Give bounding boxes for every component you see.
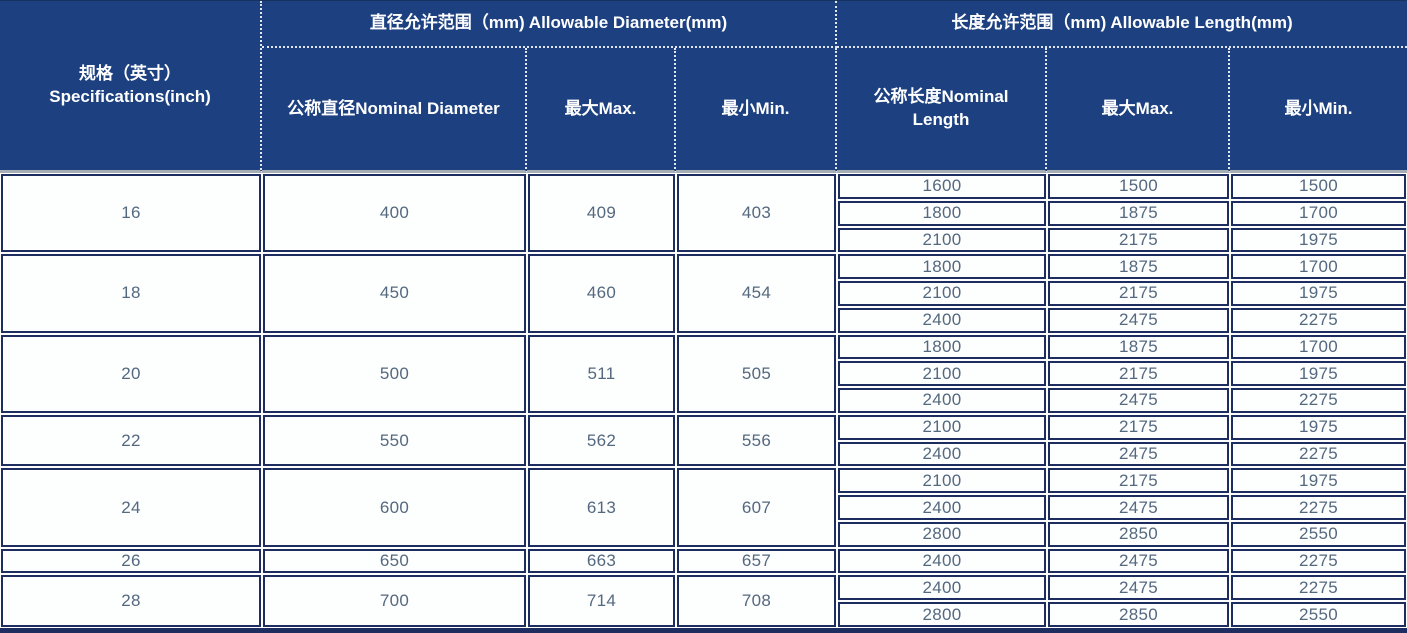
length-min-cell: 2550 [1231, 602, 1406, 627]
length-max-cell: 1500 [1048, 174, 1229, 199]
length-min-cell: 2275 [1231, 495, 1406, 520]
length-max-cell: 2475 [1048, 495, 1229, 520]
nominal-length-cell: 2800 [838, 521, 1046, 547]
length-max-cell: 2475 [1048, 307, 1229, 333]
length-max-cell: 2175 [1048, 361, 1229, 387]
length-max-cell: 2475 [1048, 441, 1229, 467]
nominal-diameter-cell: 650 [263, 548, 526, 574]
spec-inch-cell: 26 [1, 548, 261, 574]
header-diameter-min: 最小Min. [676, 48, 837, 173]
diameter-min-cell: 657 [677, 548, 836, 574]
spec-inch-cell: 16 [1, 174, 261, 253]
length-min-cell: 1700 [1231, 200, 1406, 226]
length-min-cell: 1975 [1231, 281, 1406, 306]
length-max-cell: 1875 [1048, 334, 1229, 360]
length-min-cell: 2275 [1231, 441, 1406, 467]
length-min-cell: 2275 [1231, 575, 1406, 601]
header-diameter-max: 最大Max. [527, 48, 676, 173]
nominal-diameter-cell: 700 [263, 575, 526, 627]
diameter-max-cell: 460 [528, 254, 675, 333]
diameter-max-cell: 409 [528, 174, 675, 253]
nominal-length-cell: 1800 [838, 200, 1046, 226]
length-max-cell: 2175 [1048, 281, 1229, 306]
diameter-max-cell: 663 [528, 548, 675, 574]
header-specifications-zh: 规格（英寸） [79, 63, 181, 83]
diameter-min-cell: 505 [677, 334, 836, 413]
header-nominal-length: 公称长度Nominal Length [837, 48, 1047, 173]
nominal-diameter-cell: 600 [263, 468, 526, 547]
nominal-length-cell: 2400 [838, 575, 1046, 601]
header-group-allowable-length: 长度允许范围（mm) Allowable Length(mm) [837, 1, 1407, 48]
diameter-max-cell: 562 [528, 414, 675, 467]
nominal-diameter-cell: 500 [263, 334, 526, 413]
length-min-cell: 2275 [1231, 388, 1406, 413]
header-group-allowable-diameter: 直径允许范围（mm) Allowable Diameter(mm) [262, 1, 837, 48]
length-max-cell: 2475 [1048, 575, 1229, 601]
length-min-cell: 1975 [1231, 361, 1406, 387]
nominal-length-cell: 2100 [838, 281, 1046, 306]
length-min-cell: 2275 [1231, 548, 1406, 574]
length-min-cell: 2275 [1231, 307, 1406, 333]
nominal-diameter-cell: 550 [263, 414, 526, 467]
spec-inch-cell: 18 [1, 254, 261, 333]
diameter-min-cell: 556 [677, 414, 836, 467]
length-max-cell: 2175 [1048, 414, 1229, 440]
diameter-max-cell: 613 [528, 468, 675, 547]
header-nominal-diameter: 公称直径Nominal Diameter [262, 48, 527, 173]
spec-inch-cell: 28 [1, 575, 261, 627]
length-max-cell: 2850 [1048, 602, 1229, 627]
spec-inch-cell: 22 [1, 414, 261, 467]
length-min-cell: 1975 [1231, 227, 1406, 253]
nominal-length-cell: 2100 [838, 468, 1046, 494]
length-min-cell: 1975 [1231, 468, 1406, 494]
diameter-min-cell: 454 [677, 254, 836, 333]
length-min-cell: 1500 [1231, 174, 1406, 199]
length-max-cell: 2475 [1048, 548, 1229, 574]
length-max-cell: 2850 [1048, 521, 1229, 547]
length-max-cell: 2475 [1048, 388, 1229, 413]
nominal-length-cell: 1600 [838, 174, 1046, 199]
nominal-length-cell: 1800 [838, 254, 1046, 280]
spec-inch-cell: 24 [1, 468, 261, 547]
spec-inch-cell: 20 [1, 334, 261, 413]
diameter-max-cell: 714 [528, 575, 675, 627]
length-max-cell: 2175 [1048, 468, 1229, 494]
diameter-max-cell: 511 [528, 334, 675, 413]
diameter-min-cell: 607 [677, 468, 836, 547]
nominal-length-cell: 2100 [838, 227, 1046, 253]
nominal-length-cell: 2100 [838, 361, 1046, 387]
length-min-cell: 1700 [1231, 334, 1406, 360]
header-specifications-en: Specifications(inch) [49, 86, 211, 106]
header-length-max: 最大Max. [1047, 48, 1230, 173]
nominal-length-cell: 2400 [838, 441, 1046, 467]
diameter-min-cell: 403 [677, 174, 836, 253]
length-min-cell: 1700 [1231, 254, 1406, 280]
length-max-cell: 1875 [1048, 254, 1229, 280]
nominal-diameter-cell: 450 [263, 254, 526, 333]
header-length-min: 最小Min. [1230, 48, 1407, 173]
nominal-length-cell: 1800 [838, 334, 1046, 360]
nominal-length-cell: 2400 [838, 495, 1046, 520]
nominal-length-cell: 2400 [838, 307, 1046, 333]
length-min-cell: 2550 [1231, 521, 1406, 547]
nominal-length-cell: 2400 [838, 548, 1046, 574]
header-specifications: 规格（英寸） Specifications(inch) [0, 1, 262, 173]
nominal-diameter-cell: 400 [263, 174, 526, 253]
length-min-cell: 1975 [1231, 414, 1406, 440]
diameter-min-cell: 708 [677, 575, 836, 627]
length-max-cell: 2175 [1048, 227, 1229, 253]
length-max-cell: 1875 [1048, 200, 1229, 226]
nominal-length-cell: 2100 [838, 414, 1046, 440]
nominal-length-cell: 2800 [838, 602, 1046, 627]
nominal-length-cell: 2400 [838, 388, 1046, 413]
